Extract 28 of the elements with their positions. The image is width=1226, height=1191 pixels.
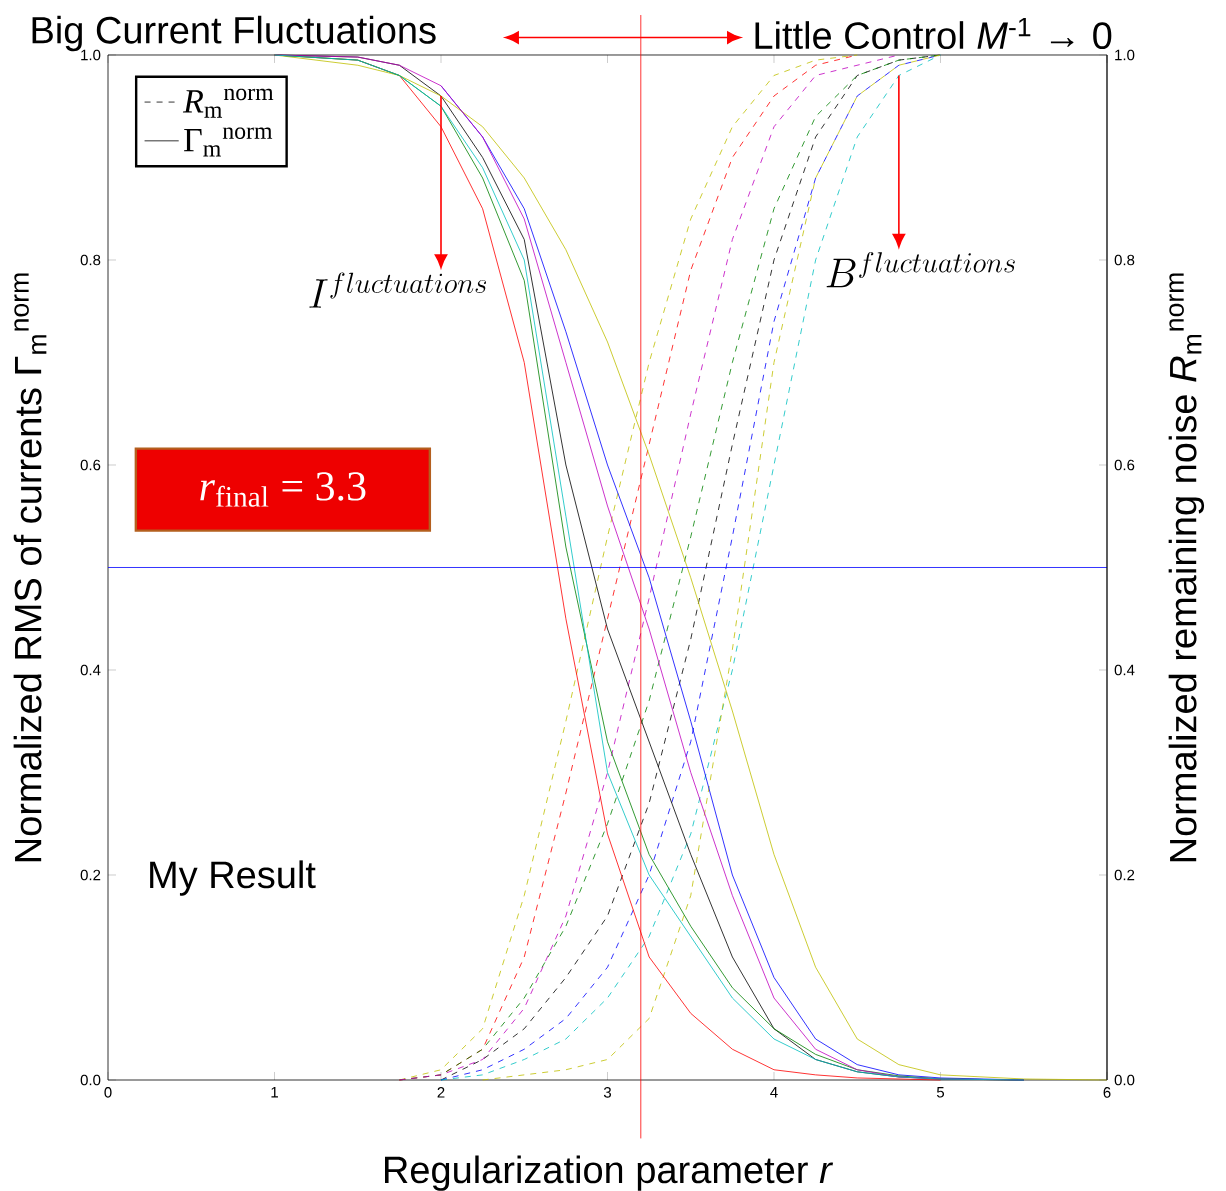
y2-tick-label: 0.2 xyxy=(1114,869,1135,881)
text: Little Control M$^{-1}$ → 0 xyxy=(755,17,1112,50)
annotation: My Result xyxy=(150,860,316,896)
legend-label: R$_{m}$norm xyxy=(182,88,274,118)
x-tick-label: 2 xyxy=(437,1087,445,1098)
y2-tick-label: 0.0 xyxy=(1114,1074,1135,1086)
x-tick-label: 0 xyxy=(104,1087,112,1098)
y2-tick-label: 1.0 xyxy=(1115,49,1135,61)
y-tick-label: 0.8 xyxy=(80,254,101,266)
y-axis-title: Normalized RMS of currents Γ$_{m}$norm xyxy=(13,273,47,862)
x-tick-label: 1 xyxy=(271,1087,278,1098)
y2-tick-label: 0.4 xyxy=(1114,664,1135,676)
y-tick-label: 0.6 xyxy=(80,459,101,471)
x-tick-label: 6 xyxy=(1103,1087,1111,1098)
y-tick-label: 0.0 xyxy=(80,1074,101,1086)
x-tick-label: 5 xyxy=(936,1087,945,1098)
y2-tick-label: 0.8 xyxy=(1114,254,1135,266)
legend-label: Γ$_{m}$norm xyxy=(184,127,273,157)
y2-tick-label: 0.6 xyxy=(1114,459,1135,471)
x-tick-label: 3 xyxy=(603,1087,612,1098)
annotation: r$_{final}$ = 3.3 xyxy=(200,472,366,507)
x-tick-label: 4 xyxy=(770,1087,778,1098)
y2-axis-title: Normalized remaining noise R$_{m}$norm xyxy=(1168,273,1205,862)
y-tick-label: 0.2 xyxy=(80,869,101,881)
x-axis-title: Regularization parameter r xyxy=(385,1155,834,1191)
annotation: $B^{fluctuations}$ xyxy=(826,251,1015,288)
y-tick-label: 0.4 xyxy=(80,664,101,676)
annotation: $I^{fluctuations}$ xyxy=(309,272,486,308)
